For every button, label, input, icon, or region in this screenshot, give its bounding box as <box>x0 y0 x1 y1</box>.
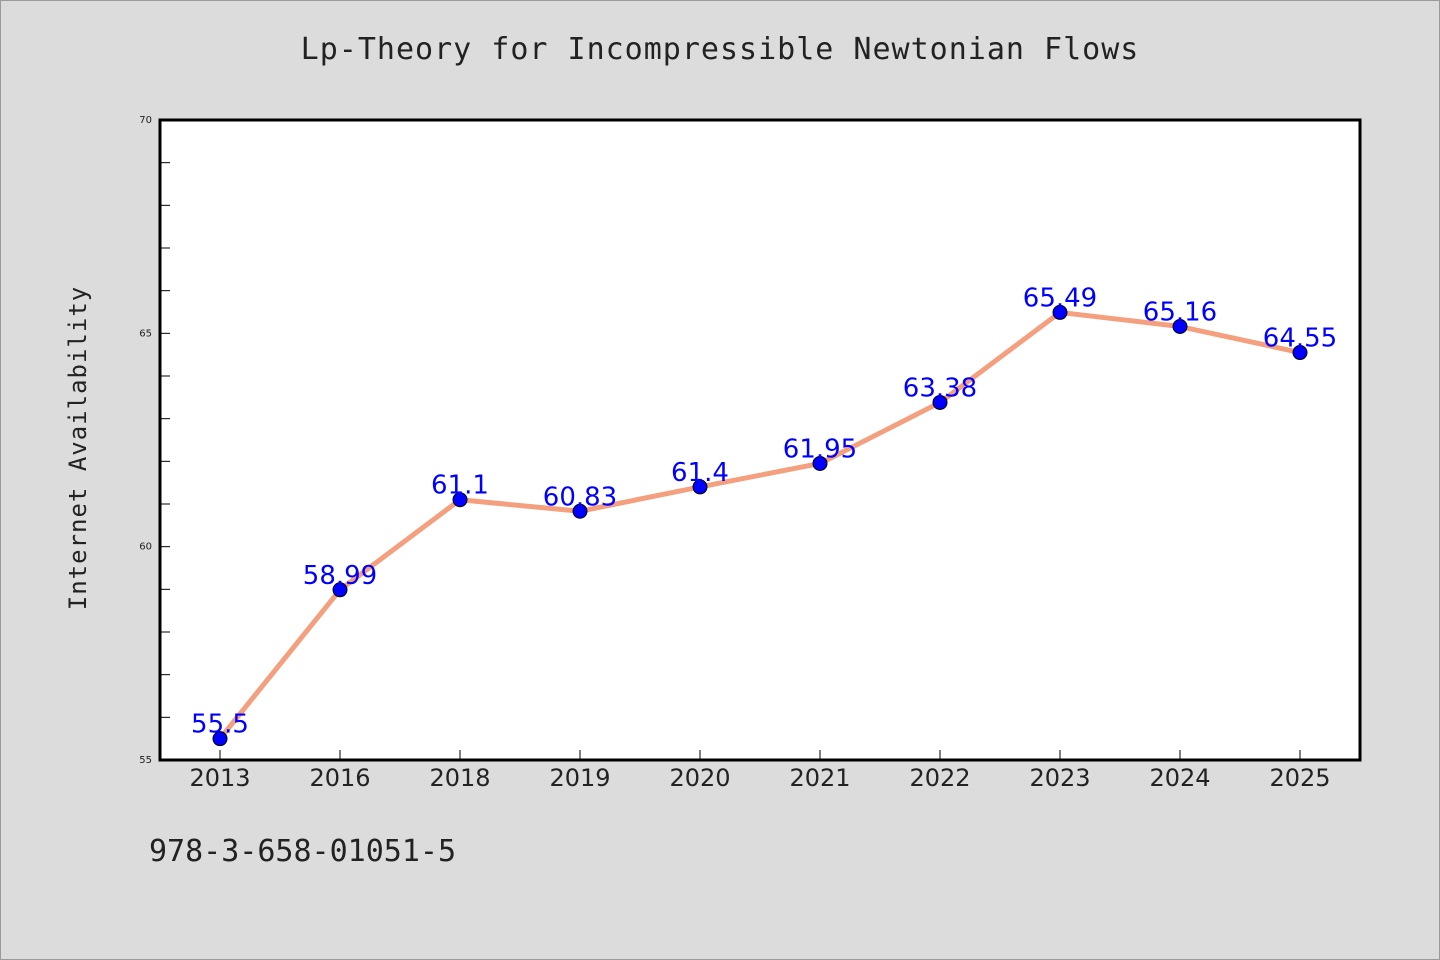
data-point <box>1292 345 1308 361</box>
data-label: 55.5 <box>191 710 249 740</box>
data-label: 65.16 <box>1143 298 1217 328</box>
data-point <box>332 582 348 598</box>
data-point <box>452 492 468 508</box>
y-tick-label: 55 <box>139 755 152 766</box>
data-label: 61.1 <box>431 471 489 501</box>
data-point <box>1052 304 1068 320</box>
data-point <box>692 479 708 495</box>
x-tick-label: 2018 <box>429 764 490 792</box>
x-tick-label: 2024 <box>1149 764 1210 792</box>
data-point <box>932 394 948 410</box>
data-point <box>572 503 588 519</box>
y-tick-label: 65 <box>139 328 152 339</box>
isbn-code: 978-3-658-01051-5 <box>149 834 457 869</box>
x-tick-label: 2019 <box>549 764 610 792</box>
x-tick-label: 2016 <box>309 764 370 792</box>
x-tick-label: 2020 <box>669 764 730 792</box>
data-point <box>812 455 828 471</box>
x-tick-label: 2021 <box>789 764 850 792</box>
x-tick-label: 2013 <box>189 764 250 792</box>
data-point <box>1172 319 1188 335</box>
data-label: 64.55 <box>1263 324 1337 354</box>
x-tick-label: 2025 <box>1269 764 1330 792</box>
y-tick-label: 60 <box>139 542 152 553</box>
chart-title: Lp-Theory for Incompressible Newtonian F… <box>300 32 1140 67</box>
data-label: 61.4 <box>671 458 729 488</box>
data-label: 60.83 <box>543 482 617 512</box>
series-line <box>217 309 1303 742</box>
x-tick-label: 2023 <box>1029 764 1090 792</box>
data-label: 63.38 <box>903 373 977 403</box>
data-point <box>212 731 228 747</box>
data-label: 58.99 <box>303 561 377 591</box>
data-label: 61.95 <box>783 434 857 464</box>
y-tick-label: 70 <box>139 115 152 126</box>
data-label: 65.49 <box>1023 283 1097 313</box>
plot-area <box>158 118 1362 762</box>
x-tick-label: 2022 <box>909 764 970 792</box>
